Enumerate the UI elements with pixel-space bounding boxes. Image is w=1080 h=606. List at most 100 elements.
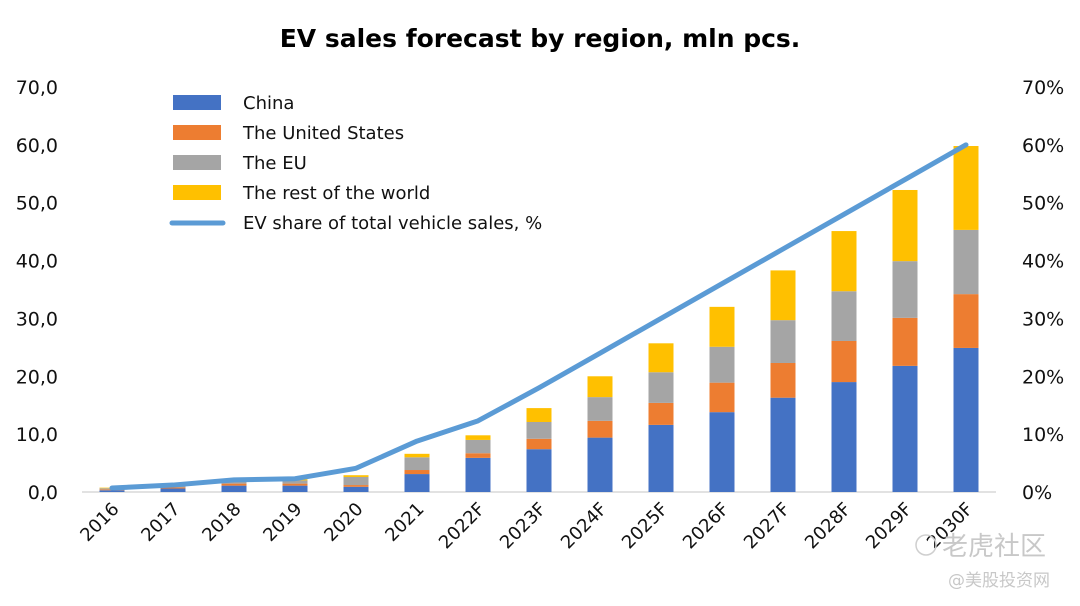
legend-swatch-the-eu [173, 155, 221, 170]
bar-the-rest-of-the-world-2029F [892, 189, 918, 262]
bar-china-2016 [99, 490, 125, 492]
bar-stack-2020 [343, 475, 369, 492]
bar-the-eu-2027F [770, 320, 796, 363]
bar-the-eu-2028F [831, 291, 857, 341]
bar-stack-2026F [709, 306, 735, 492]
bar-china-2029F [892, 365, 918, 492]
legend-swatch-the-united-states [173, 125, 221, 140]
legend-label: The United States [242, 123, 404, 144]
bar-the-eu-2021 [404, 457, 430, 471]
bar-the-united-states-2021 [404, 470, 430, 475]
x-tick-label: 2019 [259, 499, 306, 546]
legend-label: EV share of total vehicle sales, % [243, 213, 542, 234]
bar-the-united-states-2020 [343, 485, 369, 487]
legend-swatch-china [173, 95, 221, 110]
legend-label: The rest of the world [242, 183, 430, 204]
bar-stack-2025F [648, 343, 674, 492]
bar-china-2018 [221, 485, 247, 492]
bar-china-2022F [465, 457, 491, 492]
legend-label: China [243, 93, 294, 114]
y-tick-label: 0,0 [28, 482, 58, 504]
bar-the-united-states-2019 [282, 483, 308, 486]
bar-the-united-states-2026F [709, 382, 735, 413]
bar-the-united-states-2017 [160, 487, 186, 489]
bar-the-eu-2024F [587, 397, 613, 421]
watermark-line2: @美股投资网 [948, 571, 1050, 591]
bar-the-rest-of-the-world-2027F [770, 270, 796, 321]
x-tick-label: 2029F [862, 499, 917, 554]
bar-stack-2023F [526, 408, 552, 492]
bar-the-rest-of-the-world-2025F [648, 343, 674, 373]
bar-the-united-states-2029F [892, 317, 918, 366]
bar-stack-2029F [892, 189, 918, 492]
bar-the-united-states-2030F [953, 294, 979, 348]
y-axis-left: 0,0 10,0 20,0 30,0 40,0 50,0 60,0 70,0 [16, 77, 58, 504]
bar-the-rest-of-the-world-2030F [953, 146, 979, 230]
bar-stack-2024F [587, 376, 613, 492]
bar-the-eu-2019 [282, 480, 308, 484]
bar-china-2030F [953, 347, 979, 492]
x-axis-ticks: 2016 2017 2018 2019 2020 2021 2022F 2023F 2024F 2… [76, 499, 977, 554]
bar-the-rest-of-the-world-2024F [587, 376, 613, 398]
y-tick-label: 60,0 [16, 135, 58, 157]
x-tick-label: 2023F [496, 499, 551, 554]
bar-the-eu-2026F [709, 346, 735, 383]
bar-the-united-states-2023F [526, 438, 552, 450]
bar-china-2017 [160, 488, 186, 492]
bar-the-united-states-2022F [465, 453, 491, 458]
bar-china-2028F [831, 382, 857, 492]
bar-stack-2027F [770, 270, 796, 492]
y2-tick-label: 20% [1022, 366, 1064, 388]
x-tick-label: 2020 [320, 499, 367, 546]
x-tick-label: 2028F [801, 499, 856, 554]
bar-china-2020 [343, 486, 369, 492]
y-axis-right: 0% 10% 20% 30% 40% 50% 60% 70% [1022, 77, 1064, 504]
y-tick-label: 40,0 [16, 251, 58, 273]
bar-the-eu-2030F [953, 229, 979, 295]
bar-the-eu-2020 [343, 476, 369, 486]
x-tick-label: 2016 [76, 499, 123, 546]
y-tick-label: 70,0 [16, 77, 58, 99]
bar-the-united-states-2024F [587, 420, 613, 438]
y2-tick-label: 0% [1022, 482, 1052, 504]
bar-china-2023F [526, 449, 552, 492]
ev-share-line-layer [109, 142, 969, 491]
bar-stack-2022F [465, 435, 491, 492]
y-tick-label: 30,0 [16, 308, 58, 330]
bar-stack-2021 [404, 453, 430, 492]
x-tick-label: 2026F [679, 499, 734, 554]
x-tick-label: 2024F [557, 499, 612, 554]
bar-china-2025F [648, 424, 674, 492]
bar-the-rest-of-the-world-2028F [831, 231, 857, 292]
y2-tick-label: 10% [1022, 424, 1064, 446]
bar-the-rest-of-the-world-2022F [465, 435, 491, 440]
y-tick-label: 20,0 [16, 366, 58, 388]
x-tick-label: 2021 [381, 499, 428, 546]
bar-stack-2030F [953, 146, 979, 492]
legend-swatch-the-rest-of-the-world [173, 185, 221, 200]
x-tick-label: 2017 [137, 499, 184, 546]
bar-the-united-states-2027F [770, 362, 796, 398]
bar-the-eu-2022F [465, 439, 491, 454]
bar-china-2027F [770, 397, 796, 492]
bar-the-rest-of-the-world-2026F [709, 306, 735, 347]
bar-stack-2028F [831, 231, 857, 492]
x-tick-label: 2027F [740, 499, 795, 554]
bar-the-eu-2023F [526, 421, 552, 439]
y-tick-label: 10,0 [16, 424, 58, 446]
legend-label: The EU [242, 153, 307, 174]
x-tick-label: 2018 [198, 499, 245, 546]
chart-title: EV sales forecast by region, mln pcs. [280, 24, 801, 53]
bar-china-2021 [404, 474, 430, 492]
legend: China The United States The EU The rest of … [169, 93, 542, 234]
bar-the-united-states-2025F [648, 402, 674, 425]
y2-tick-label: 70% [1022, 77, 1064, 99]
bar-china-2024F [587, 437, 613, 492]
bar-the-rest-of-the-world-2023F [526, 408, 552, 422]
bar-the-eu-2029F [892, 261, 918, 318]
y2-tick-label: 30% [1022, 308, 1064, 330]
x-tick-label: 2022F [435, 499, 490, 554]
y2-tick-label: 40% [1022, 251, 1064, 273]
bar-china-2026F [709, 412, 735, 492]
